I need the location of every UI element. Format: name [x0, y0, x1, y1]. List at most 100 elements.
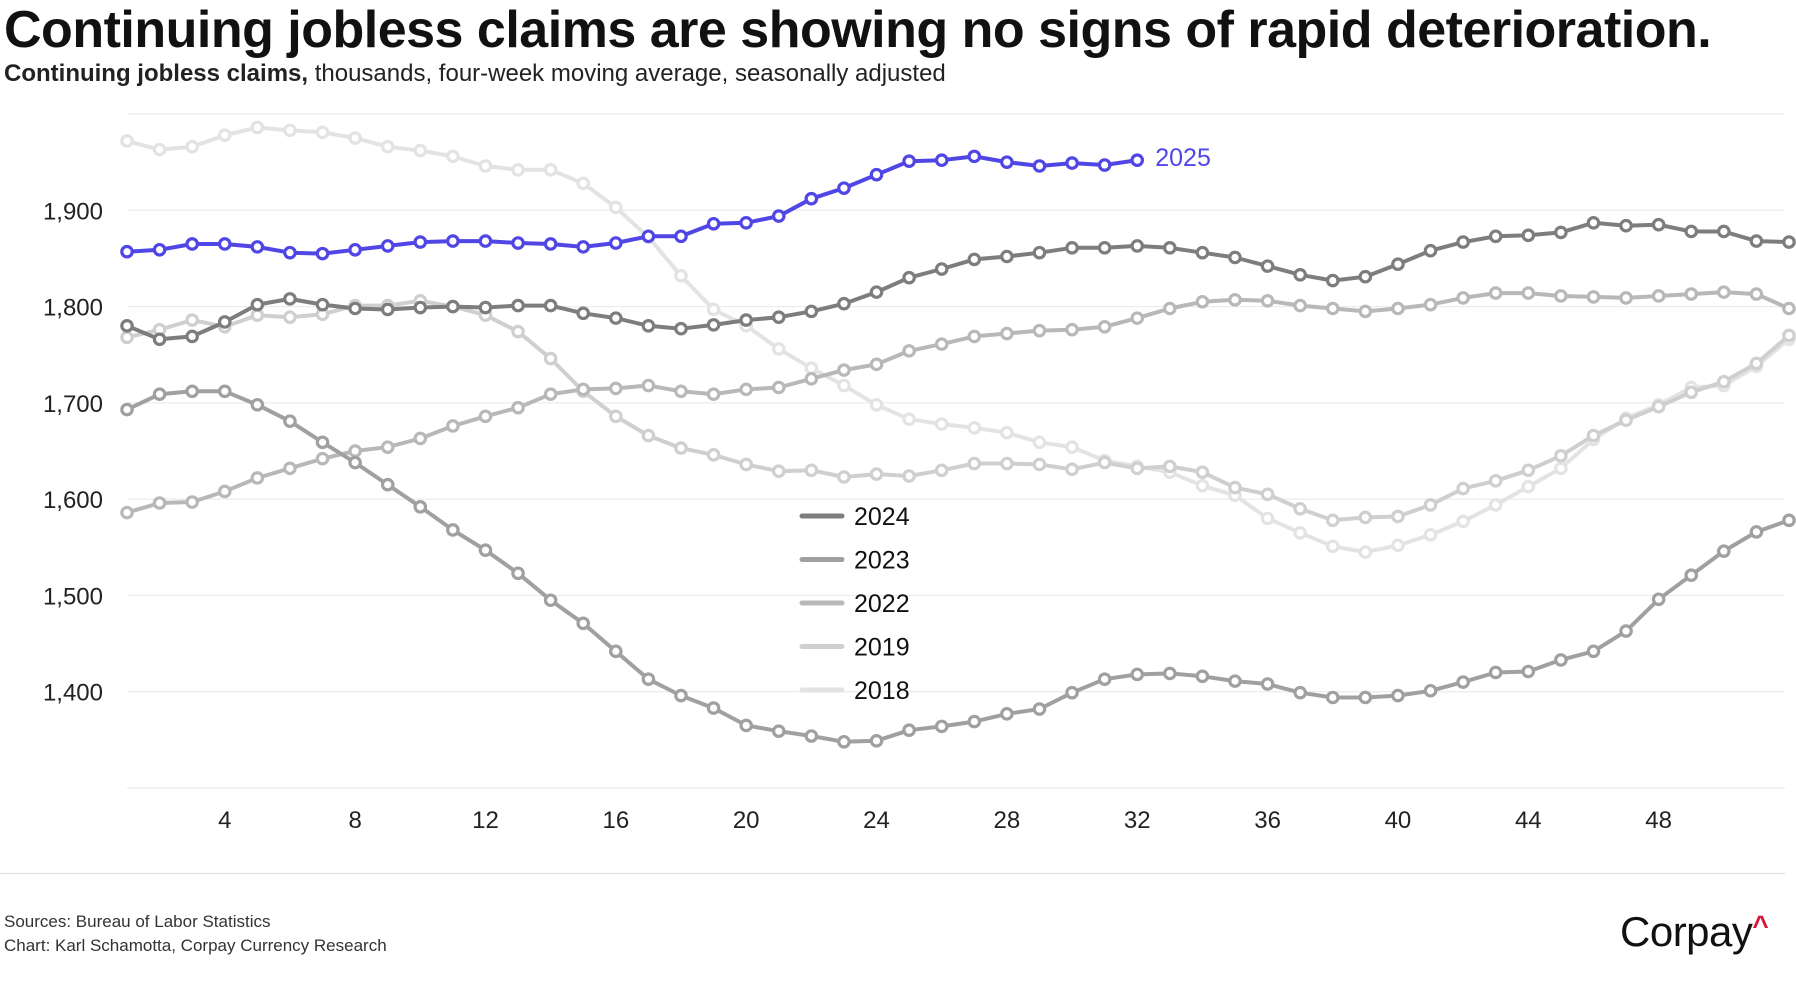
data-point-2024 — [771, 310, 786, 324]
data-point-2018 — [771, 342, 786, 356]
data-point-2025 — [641, 229, 656, 244]
data-point-2025 — [902, 154, 916, 168]
data-point-2019 — [543, 351, 558, 366]
data-point-2018 — [478, 159, 493, 173]
footer-sources: Sources: Bureau of Labor Statistics Char… — [4, 910, 387, 958]
data-point-2024 — [706, 318, 721, 332]
data-point-2023 — [1782, 513, 1796, 528]
data-point-2022 — [804, 371, 819, 386]
data-point-2024 — [413, 300, 428, 315]
data-point-2022 — [1065, 322, 1079, 337]
data-point-2024 — [1782, 235, 1796, 249]
data-point-2024 — [315, 297, 330, 312]
data-point-2019 — [804, 463, 819, 478]
data-point-2024 — [1391, 257, 1405, 272]
data-point-2025 — [804, 191, 819, 206]
subtitle-bold: Continuing jobless claims, — [4, 60, 309, 87]
data-point-2019 — [1488, 474, 1503, 488]
data-point-2022 — [1749, 287, 1764, 301]
data-point-2022 — [1586, 290, 1601, 304]
data-point-2023 — [1000, 707, 1014, 721]
data-point-2023 — [283, 414, 297, 428]
data-point-2018 — [413, 143, 428, 158]
data-point-2023 — [250, 397, 265, 412]
x-tick-label: 48 — [1645, 807, 1672, 834]
data-point-2023 — [804, 729, 819, 743]
data-point-2022 — [1456, 291, 1470, 305]
data-point-2019 — [283, 310, 297, 324]
data-point-2023 — [1065, 685, 1079, 700]
x-tick-label: 24 — [863, 807, 890, 834]
data-point-2024 — [120, 319, 134, 333]
data-point-2024 — [1586, 216, 1601, 230]
data-point-2019 — [1325, 513, 1340, 528]
data-point-2018 — [250, 120, 265, 135]
data-point-2024 — [576, 306, 591, 321]
data-point-2018 — [185, 139, 199, 154]
data-point-2023 — [511, 566, 525, 581]
data-point-2022 — [1325, 301, 1340, 316]
data-point-2019 — [641, 428, 656, 443]
data-point-2023 — [1684, 568, 1699, 583]
y-tick-label: 1,700 — [43, 391, 103, 418]
data-point-2024 — [1293, 267, 1307, 282]
data-point-2025 — [283, 245, 297, 260]
data-point-2025 — [1065, 156, 1079, 170]
data-point-2018 — [1554, 461, 1568, 476]
subtitle-rest: thousands, four-week moving average, sea… — [308, 60, 946, 87]
data-point-2023 — [1586, 644, 1601, 659]
data-point-2024 — [1521, 228, 1536, 243]
data-point-2023 — [1651, 592, 1666, 607]
data-point-2019 — [1684, 385, 1699, 400]
data-point-2018 — [706, 302, 721, 317]
data-point-2022 — [674, 384, 688, 399]
data-point-2024 — [1749, 234, 1764, 248]
data-point-2018 — [1260, 511, 1275, 526]
sources-text: Sources: Bureau of Labor Statistics — [4, 912, 271, 931]
data-point-2022 — [1391, 301, 1405, 316]
data-point-2025 — [511, 236, 525, 250]
data-point-2025 — [413, 235, 428, 249]
data-point-2018 — [315, 125, 330, 140]
data-point-2018 — [576, 176, 591, 191]
data-point-2018 — [1293, 526, 1307, 540]
data-point-2022 — [511, 400, 525, 415]
data-point-2025 — [771, 209, 786, 223]
data-point-2024 — [1130, 239, 1145, 253]
data-point-2019 — [1228, 480, 1242, 495]
data-point-2022 — [934, 337, 949, 351]
data-point-2024 — [739, 313, 753, 327]
data-point-2022 — [706, 387, 721, 401]
data-point-2024 — [283, 292, 297, 306]
data-point-2018 — [120, 134, 134, 148]
data-point-2022 — [967, 329, 982, 344]
x-tick-label: 16 — [602, 807, 629, 834]
data-point-2024 — [1065, 241, 1079, 255]
data-point-2018 — [1488, 498, 1503, 512]
data-point-2025 — [185, 237, 199, 251]
y-tick-label: 1,900 — [43, 198, 103, 225]
data-point-2025 — [934, 153, 949, 168]
legend-label-2022: 2022 — [854, 590, 910, 618]
data-point-2022 — [152, 496, 167, 510]
x-tick-label: 8 — [348, 807, 361, 834]
data-point-2025 — [543, 237, 558, 251]
series-line-2025 — [125, 154, 1140, 256]
data-point-2019 — [1456, 481, 1470, 496]
data-point-2019 — [771, 464, 786, 479]
data-point-2023 — [1325, 690, 1340, 705]
data-point-2018 — [283, 123, 297, 138]
data-point-2024 — [217, 315, 232, 329]
series-line-2018 — [125, 125, 1791, 555]
data-point-2019 — [1717, 374, 1731, 389]
data-point-2018 — [348, 131, 362, 145]
data-point-2019 — [1423, 498, 1438, 512]
data-point-2019 — [1260, 487, 1275, 502]
data-point-2023 — [837, 734, 851, 749]
data-point-2024 — [1684, 224, 1699, 239]
data-point-2019 — [706, 448, 721, 462]
data-point-2023 — [1488, 665, 1503, 680]
data-point-2023 — [380, 477, 395, 492]
data-point-2022 — [348, 444, 362, 458]
data-point-2025 — [120, 244, 134, 259]
